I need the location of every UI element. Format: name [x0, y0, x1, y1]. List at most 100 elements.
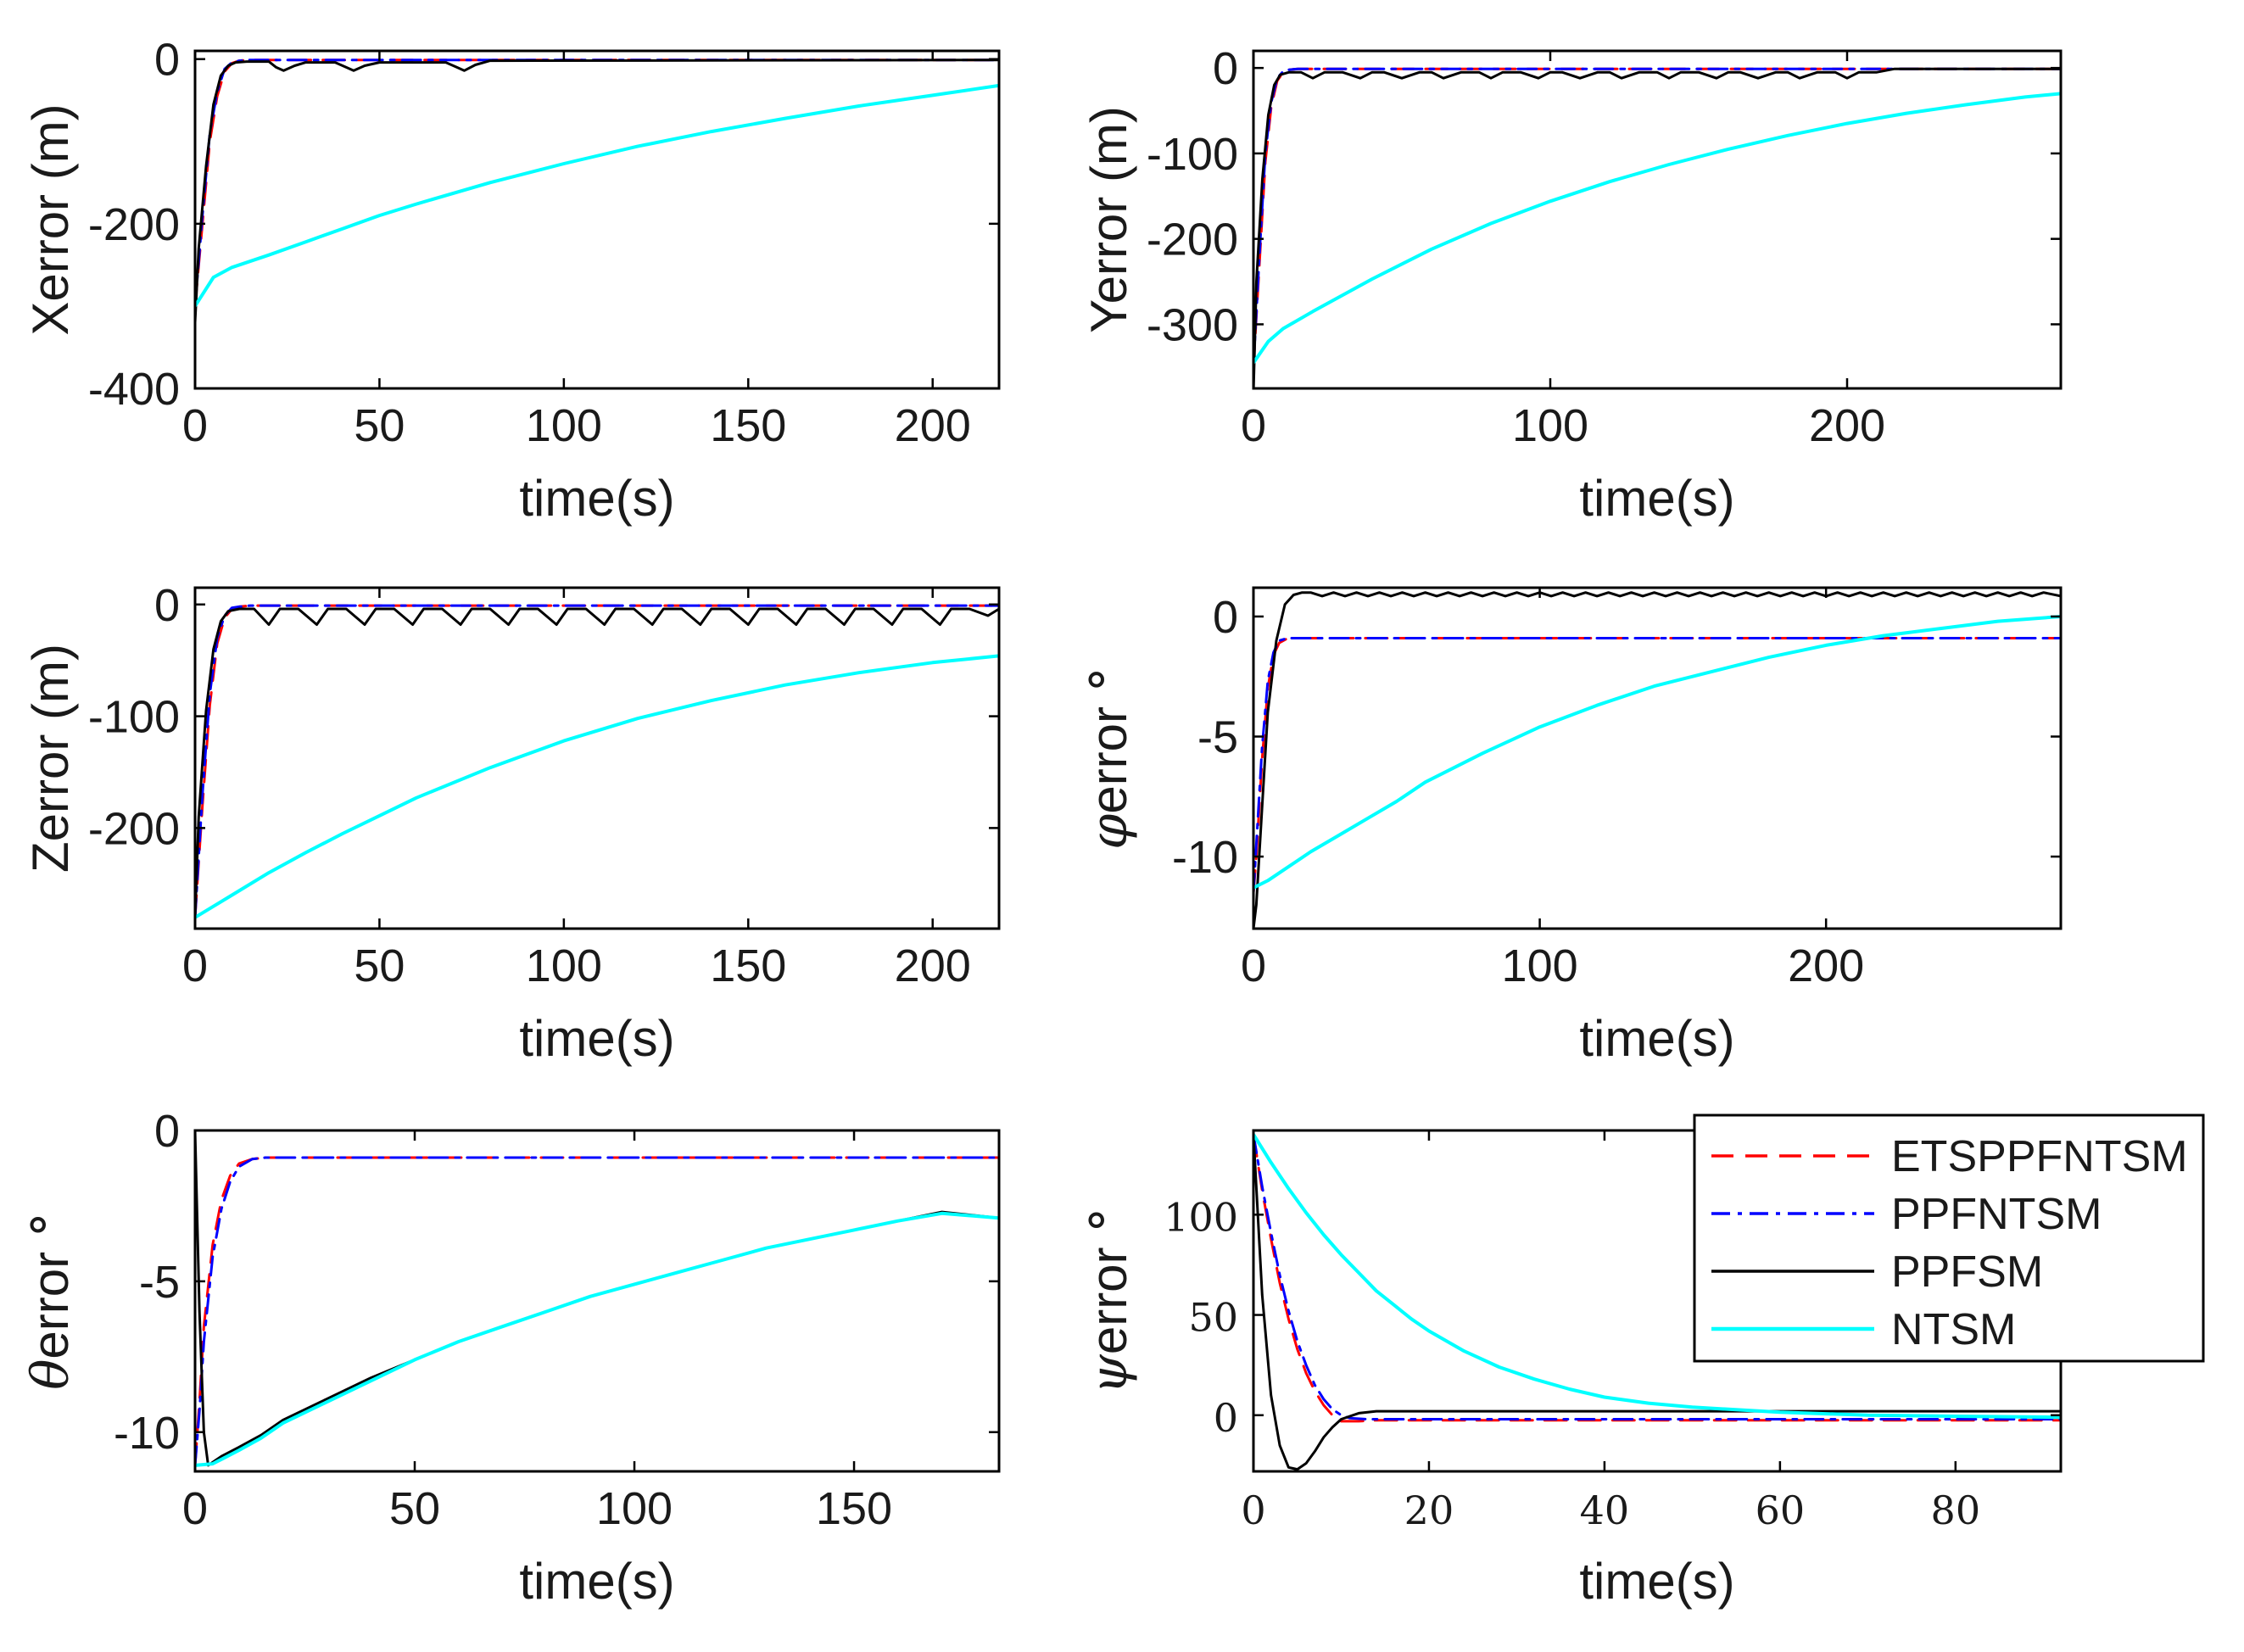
- y-axis-label: Xerror (m): [22, 103, 79, 335]
- series-line-ntsm: [195, 1211, 999, 1467]
- series-line-ppfntsm: [195, 1156, 999, 1467]
- x-axis-label: time(s): [519, 1553, 674, 1610]
- x-tick-label: 200: [1809, 400, 1885, 451]
- series-line-ntsm: [1253, 615, 2061, 890]
- x-tick-label: 50: [354, 940, 405, 991]
- x-tick-label: 100: [1502, 940, 1578, 991]
- y-tick-label: 0: [1214, 1395, 1238, 1441]
- legend-label-etsppfntsm: ETSPPFNTSM: [1891, 1132, 2188, 1181]
- axes-frame: [1252, 49, 2063, 390]
- series-line-ppfsm: [195, 59, 999, 324]
- x-tick-label: 150: [710, 940, 786, 991]
- x-tick-label: 0: [1241, 1487, 1265, 1533]
- series-line-etsppfntsm: [1253, 67, 2061, 369]
- x-tick-label: 200: [895, 400, 971, 451]
- series-line-ppfntsm: [1253, 637, 2061, 894]
- x-tick-label: 150: [816, 1483, 892, 1534]
- y-tick-label: 0: [1213, 43, 1238, 94]
- series-line-ppfntsm: [195, 604, 999, 919]
- x-axis-label: time(s): [1579, 470, 1734, 527]
- series-group: [1253, 1132, 2061, 1471]
- chart-panel-5: 0 50 100 150 -10 -5 0 time(s) θerror °: [21, 1106, 1001, 1610]
- series-line-ppfsm: [195, 607, 999, 919]
- x-tick-label: 20: [1404, 1487, 1454, 1533]
- x-axis-label: time(s): [519, 1010, 674, 1067]
- series-line-ppfntsm: [1253, 67, 2061, 369]
- chart-panel-2: 0 100 200 -300 -200 -100 0 time(s) Yerror (m): [1080, 43, 2063, 527]
- legend-label-ppfsm: PPFSM: [1891, 1247, 2043, 1297]
- y-axis-label: ψerror °: [1080, 1208, 1139, 1394]
- axes-frame: [193, 1129, 1001, 1473]
- x-tick-label: 100: [526, 940, 602, 991]
- chart-panel-6: 0 20 40 60 80 0 50 100 time(s) ψerror °: [1080, 1129, 2063, 1610]
- x-tick-label: 0: [182, 940, 208, 991]
- y-tick-label: -400: [88, 364, 180, 415]
- x-axis-label: time(s): [1579, 1010, 1734, 1067]
- axes-frame: [193, 49, 1001, 390]
- series-group: [195, 1130, 999, 1467]
- series-line-ppfsm: [1253, 67, 2061, 388]
- x-tick-label: 100: [596, 1483, 673, 1534]
- x-tick-label: 0: [1241, 940, 1266, 991]
- y-tick-label: 50: [1188, 1295, 1238, 1341]
- series-line-ntsm: [1253, 92, 2061, 365]
- legend-label-ppfntsm: PPFNTSM: [1891, 1190, 2102, 1239]
- x-tick-label: 100: [1512, 400, 1588, 451]
- x-tick-label: 60: [1756, 1487, 1806, 1533]
- series-line-ppfsm: [195, 1130, 999, 1467]
- y-tick-label: -100: [88, 692, 180, 743]
- series-line-ppfsm: [1253, 1133, 2061, 1471]
- series-line-etsppfntsm: [1253, 637, 2061, 894]
- x-tick-label: 80: [1931, 1487, 1981, 1533]
- x-tick-label: 200: [895, 940, 971, 991]
- y-tick-label: 0: [154, 580, 180, 631]
- y-axis-label: Yerror (m): [1080, 106, 1137, 333]
- y-tick-label: -5: [139, 1257, 180, 1308]
- y-tick-label: -200: [88, 199, 180, 250]
- y-tick-label: -300: [1147, 299, 1238, 350]
- x-tick-label: 0: [182, 400, 208, 451]
- series-line-etsppfntsm: [195, 1156, 999, 1467]
- legend: ETSPPFNTSM PPFNTSM PPFSM NTSM: [1693, 1113, 2205, 1363]
- x-tick-label: 150: [710, 400, 786, 451]
- y-tick-label: 0: [1213, 592, 1238, 643]
- x-tick-label: 0: [1241, 400, 1266, 451]
- y-tick-label: -100: [1147, 129, 1238, 180]
- x-tick-label: 50: [389, 1483, 440, 1534]
- series-line-ppfntsm: [195, 59, 999, 308]
- x-axis-label: time(s): [519, 470, 674, 527]
- y-tick-label: 0: [154, 1106, 180, 1157]
- x-tick-label: 200: [1788, 940, 1864, 991]
- legend-label-ntsm: NTSM: [1891, 1305, 2016, 1354]
- series-line-ntsm: [195, 83, 999, 308]
- series-group: [1253, 67, 2061, 388]
- series-line-ppfntsm: [1253, 1133, 2061, 1420]
- chart-panel-1: 0 50 100 150 200 -400 -200 0 time(s) Xerror (m): [22, 35, 1001, 527]
- series-line-ntsm: [195, 654, 999, 919]
- x-tick-label: 50: [354, 400, 405, 451]
- series-line-etsppfntsm: [1253, 1133, 2061, 1423]
- y-axis-label: φerror °: [1080, 667, 1139, 849]
- axes-frame: [193, 586, 1001, 930]
- y-tick-label: -200: [88, 803, 180, 854]
- x-axis-label: time(s): [1579, 1553, 1734, 1610]
- y-tick-label: -200: [1147, 215, 1238, 265]
- axes-frame: [1252, 586, 2063, 930]
- y-tick-label: -10: [1172, 832, 1238, 883]
- chart-panel-4: 0 100 200 -10 -5 0 time(s) φerror °: [1080, 586, 2063, 1067]
- y-axis-label: θerror °: [21, 1212, 81, 1389]
- y-tick-label: 0: [154, 35, 180, 86]
- x-tick-label: 0: [182, 1483, 208, 1534]
- y-tick-label: 100: [1164, 1194, 1238, 1240]
- series-group: [195, 59, 999, 324]
- series-line-ppfsm: [1253, 591, 2061, 929]
- series-line-etsppfntsm: [195, 59, 999, 308]
- x-tick-label: 100: [526, 400, 602, 451]
- series-line-ntsm: [1253, 1132, 2061, 1420]
- y-tick-label: -5: [1197, 712, 1238, 763]
- y-tick-label: -10: [114, 1408, 180, 1459]
- x-tick-label: 40: [1580, 1487, 1630, 1533]
- series-group: [1253, 591, 2061, 929]
- series-line-etsppfntsm: [195, 604, 999, 919]
